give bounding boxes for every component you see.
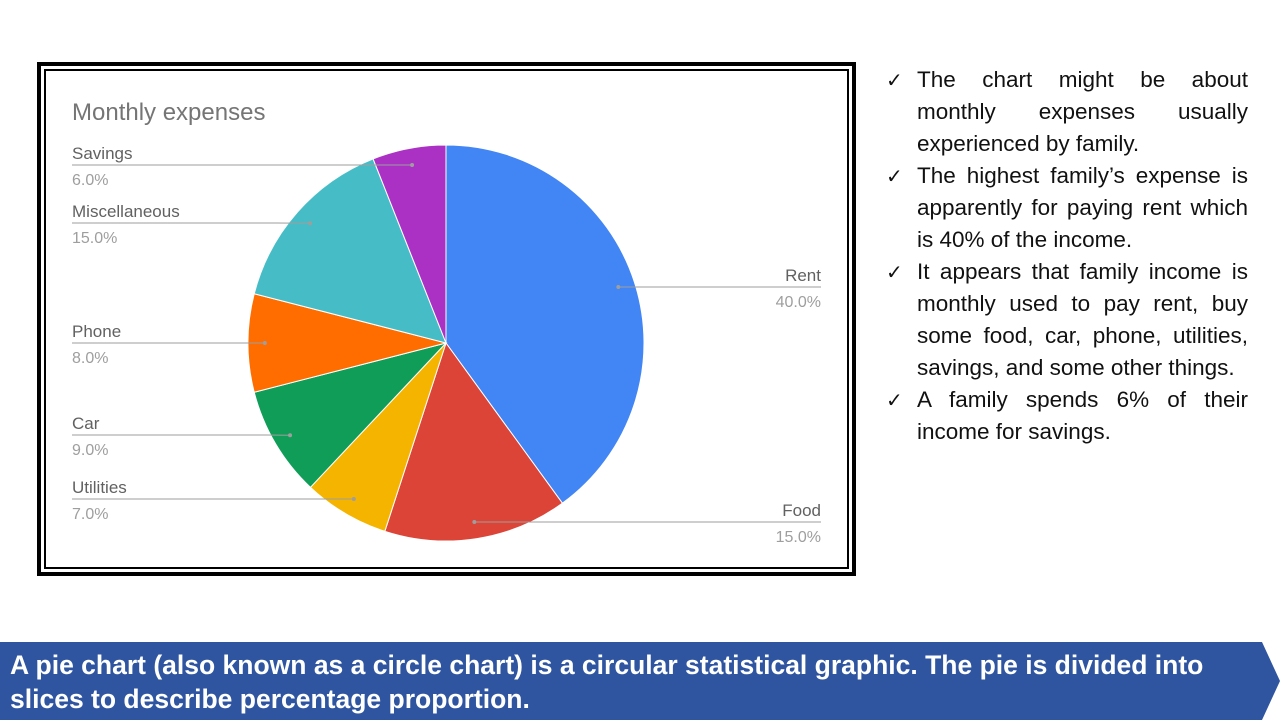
pie-slice-savings: [372, 144, 447, 344]
observation-text: The chart might be about monthly expense…: [917, 67, 1248, 156]
pie-slice-car: [253, 342, 448, 489]
observation-text: A family spends 6% of their income for s…: [917, 387, 1248, 444]
observation-item: ✓ The highest family’s expense is appare…: [884, 160, 1248, 256]
slice-label-car: Car: [72, 414, 100, 433]
banner-text: A pie chart (also known as a circle char…: [10, 650, 1204, 714]
check-icon: ✓: [886, 388, 903, 412]
slice-label-utilities: Utilities: [72, 478, 127, 497]
pie-slice-rent: [445, 144, 645, 504]
slice-value-utilities: 7.0%: [72, 506, 108, 523]
check-icon: ✓: [886, 164, 903, 188]
slice-value-car: 9.0%: [72, 442, 108, 459]
observation-text: The highest family’s expense is apparent…: [917, 163, 1248, 252]
pie-slice-food: [384, 341, 564, 542]
slice-value-miscellaneous: 15.0%: [72, 230, 117, 247]
check-icon: ✓: [886, 68, 903, 92]
leader-dot-savings: [410, 163, 415, 168]
slice-value-phone: 8.0%: [72, 350, 108, 367]
leader-dot-utilities: [351, 496, 356, 501]
banner-shape: [0, 642, 1280, 720]
slice-value-savings: 6.0%: [72, 172, 108, 189]
slice-label-food: Food: [782, 501, 821, 520]
observation-item: ✓ The chart might be about monthly expen…: [884, 64, 1248, 160]
leader-dot-miscellaneous: [308, 221, 313, 226]
observation-item: ✓ A family spends 6% of their income for…: [884, 384, 1248, 448]
slice-value-rent: 40.0%: [776, 294, 821, 311]
observation-text: It appears that family income is monthly…: [917, 259, 1248, 380]
check-icon: ✓: [886, 260, 903, 284]
slice-label-miscellaneous: Miscellaneous: [72, 202, 180, 221]
chart-title: Monthly expenses: [72, 99, 265, 126]
leader-dot-car: [288, 433, 293, 438]
pie-chart: Monthly expenses Rent 40.0% Food 15.0% Utili…: [72, 99, 821, 546]
slice-label-rent: Rent: [785, 266, 821, 285]
leader-dot-phone: [262, 341, 267, 345]
caption-banner: A pie chart (also known as a circle char…: [0, 642, 1280, 720]
leader-dot-food: [472, 519, 477, 524]
slice-label-phone: Phone: [72, 322, 121, 341]
leader-dot-rent: [616, 285, 621, 290]
slice-value-food: 15.0%: [776, 529, 821, 546]
observation-list: ✓ The chart might be about monthly expen…: [884, 64, 1248, 448]
chart-frame: Monthly expenses Rent 40.0% Food 15.0% Utili…: [37, 62, 856, 576]
observation-item: ✓ It appears that family income is month…: [884, 256, 1248, 384]
slice-label-savings: Savings: [72, 144, 132, 163]
